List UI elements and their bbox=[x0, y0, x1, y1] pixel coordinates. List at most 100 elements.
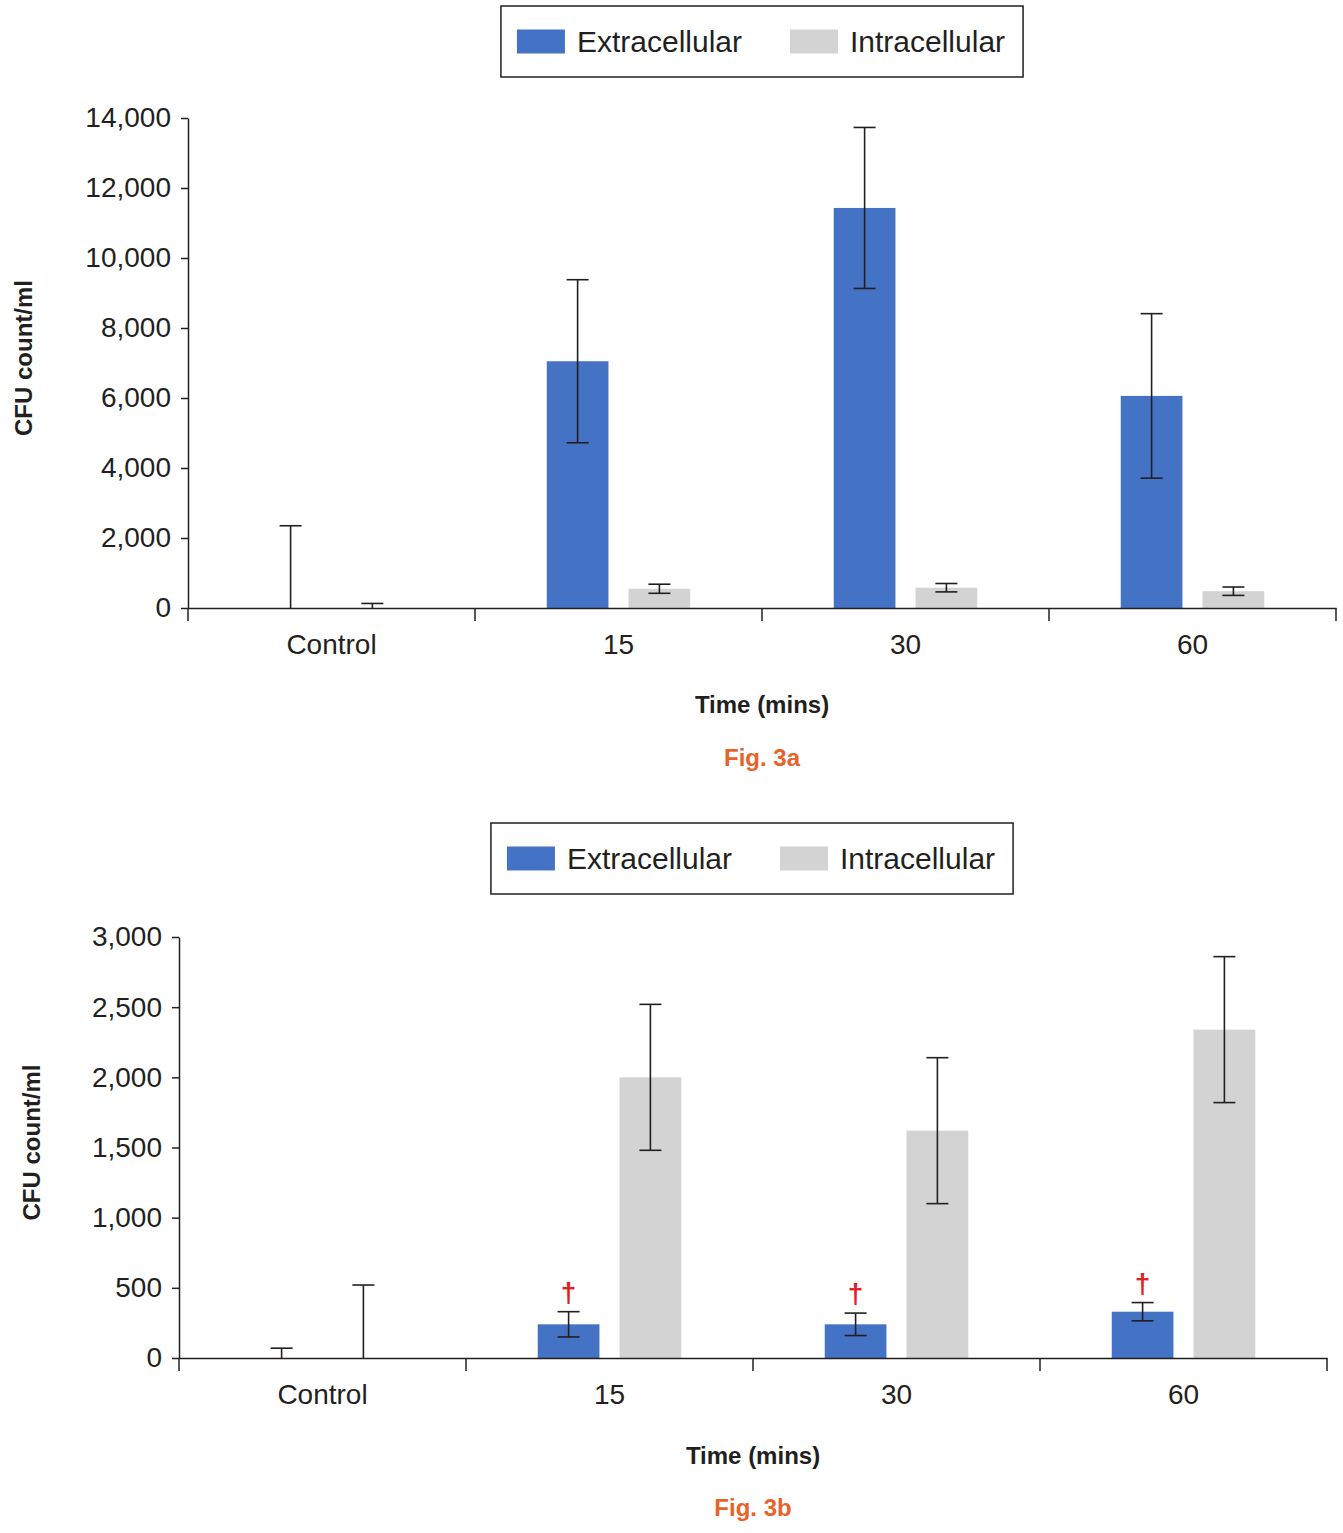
y-axis-line bbox=[188, 119, 190, 609]
y-tick-mark bbox=[172, 1077, 179, 1079]
error-cap bbox=[558, 1336, 580, 1338]
y-axis: 05001,0001,5002,0002,5003,000 bbox=[92, 921, 180, 1373]
y-tick-mark bbox=[181, 468, 188, 470]
plot-area bbox=[280, 127, 1265, 608]
legend-box bbox=[491, 823, 1013, 894]
y-tick-mark bbox=[172, 1288, 179, 1290]
y-tick-label: 0 bbox=[146, 1342, 162, 1373]
error-bars bbox=[271, 1303, 1154, 1358]
annotation: † bbox=[848, 1278, 864, 1309]
legend-swatch bbox=[517, 30, 565, 54]
error-cap bbox=[639, 1150, 661, 1152]
y-tick-label: 1,500 bbox=[92, 1132, 162, 1163]
category-divider bbox=[465, 1358, 467, 1371]
category-divider bbox=[752, 1358, 754, 1371]
error-bar bbox=[577, 280, 579, 443]
plot-area bbox=[271, 957, 1256, 1358]
y-tick-label: 500 bbox=[115, 1272, 162, 1303]
error-cap bbox=[854, 288, 876, 290]
annotation: † bbox=[1135, 1268, 1151, 1299]
y-tick-mark bbox=[172, 1007, 179, 1009]
x-axis: Control153060 bbox=[180, 1359, 1328, 1410]
x-tick: 30 bbox=[890, 629, 921, 660]
error-cap bbox=[567, 279, 589, 281]
y-tick-label: 1,000 bbox=[92, 1202, 162, 1233]
error-bars bbox=[280, 127, 1163, 608]
x-tick: 30 bbox=[881, 1379, 912, 1410]
error-cap bbox=[1132, 1302, 1154, 1304]
chart: 02,0004,0006,0008,00010,00012,00014,000C… bbox=[10, 6, 1336, 771]
error-bar bbox=[281, 1348, 283, 1358]
y-tick-mark bbox=[181, 608, 188, 610]
y-tick: 1,500 bbox=[92, 1132, 179, 1163]
y-tick-mark bbox=[181, 188, 188, 190]
legend-label: Extracellular bbox=[567, 842, 732, 875]
error-bar bbox=[1151, 314, 1153, 479]
legend: ExtracellularIntracellular bbox=[501, 6, 1023, 77]
y-tick-mark bbox=[172, 1358, 179, 1360]
x-tick-label: 15 bbox=[594, 1379, 625, 1410]
y-tick: 500 bbox=[115, 1272, 179, 1303]
error-bars bbox=[352, 957, 1235, 1358]
error-cap bbox=[935, 583, 957, 585]
error-bar bbox=[568, 1312, 570, 1337]
y-tick-mark bbox=[181, 398, 188, 400]
y-tick: 2,000 bbox=[101, 522, 188, 553]
error-cap bbox=[935, 591, 957, 593]
y-tick: 14,000 bbox=[85, 102, 188, 133]
y-tick: 0 bbox=[146, 1342, 179, 1373]
error-cap bbox=[558, 1311, 580, 1313]
error-cap bbox=[845, 1335, 867, 1337]
y-tick-mark bbox=[172, 1217, 179, 1219]
caption: Fig. 3b bbox=[714, 1494, 791, 1521]
error-bar bbox=[1233, 587, 1235, 595]
y-tick-mark bbox=[181, 118, 188, 120]
y-axis-title: CFU count/ml bbox=[18, 1065, 45, 1221]
category-divider bbox=[1048, 608, 1050, 621]
error-cap bbox=[1222, 586, 1244, 588]
error-bar bbox=[1142, 1303, 1144, 1321]
x-tick-label: Control bbox=[277, 1379, 367, 1410]
y-axis-title: CFU count/ml bbox=[10, 280, 37, 436]
error-cap bbox=[1213, 1102, 1235, 1104]
category-divider bbox=[178, 1358, 180, 1371]
caption: Fig. 3a bbox=[724, 744, 801, 771]
legend-label: Intracellular bbox=[840, 842, 995, 875]
y-tick-label: 8,000 bbox=[101, 312, 171, 343]
y-tick-label: 10,000 bbox=[85, 242, 171, 273]
error-bar bbox=[1224, 957, 1226, 1103]
y-tick-label: 6,000 bbox=[101, 382, 171, 413]
y-tick-label: 2,500 bbox=[92, 992, 162, 1023]
error-cap bbox=[1132, 1320, 1154, 1322]
error-cap bbox=[567, 442, 589, 444]
error-cap bbox=[361, 603, 383, 605]
y-tick: 6,000 bbox=[101, 382, 188, 413]
legend-box bbox=[501, 6, 1023, 77]
y-tick-mark bbox=[181, 538, 188, 540]
y-tick: 12,000 bbox=[85, 172, 188, 203]
y-axis: 02,0004,0006,0008,00010,00012,00014,000 bbox=[85, 102, 188, 623]
legend-swatch bbox=[790, 30, 838, 54]
error-bars bbox=[361, 584, 1244, 609]
category-divider bbox=[474, 608, 476, 621]
y-tick-label: 4,000 bbox=[101, 452, 171, 483]
y-tick-label: 12,000 bbox=[85, 172, 171, 203]
legend-label: Extracellular bbox=[577, 25, 742, 58]
x-tick: Control bbox=[286, 629, 376, 660]
category-divider bbox=[1326, 1358, 1328, 1371]
y-tick: 4,000 bbox=[101, 452, 188, 483]
y-tick: 2,500 bbox=[92, 992, 179, 1023]
series bbox=[620, 1030, 1256, 1358]
legend: Extracellular Intracellular bbox=[491, 823, 1013, 894]
chart: 05001,0001,5002,0002,5003,000Control1530… bbox=[18, 823, 1327, 1521]
y-tick-mark bbox=[172, 937, 179, 939]
error-cap bbox=[926, 1057, 948, 1059]
error-bar bbox=[363, 1285, 365, 1358]
error-cap bbox=[1141, 477, 1163, 479]
error-bar bbox=[946, 584, 948, 592]
legend-swatch bbox=[507, 847, 555, 871]
figure: 0 2,000 4,000 6,000 8,000 10,000 12,000 14,000 C… bbox=[0, 0, 1343, 1533]
y-tick: 1,000 bbox=[92, 1202, 179, 1233]
y-tick: 2,000 bbox=[92, 1062, 179, 1093]
y-tick-label: 2,000 bbox=[101, 522, 171, 553]
